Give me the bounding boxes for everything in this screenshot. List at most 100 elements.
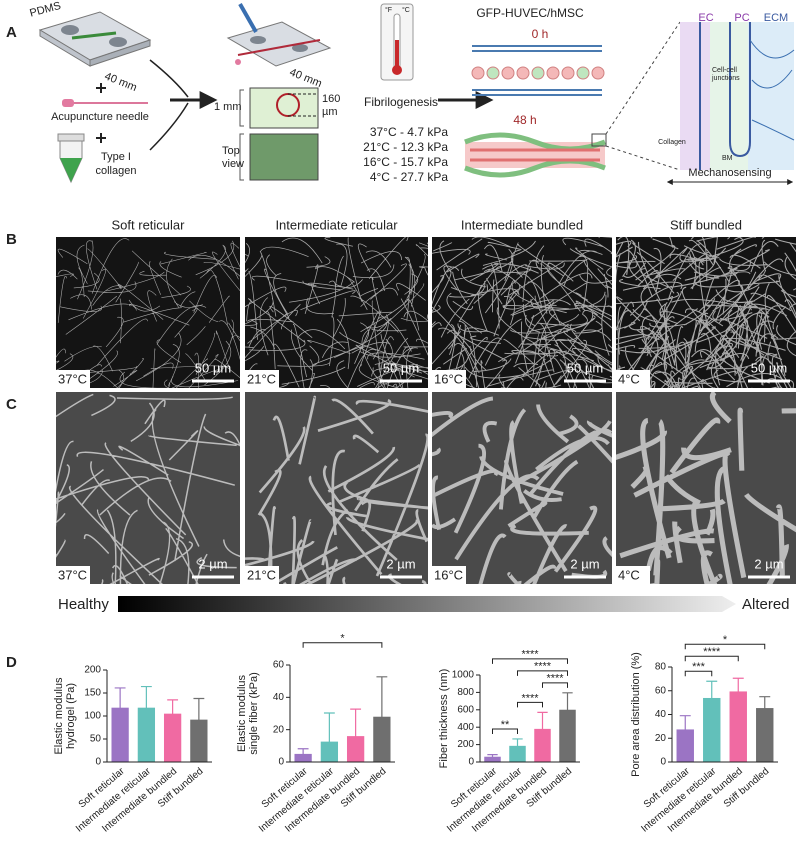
cell [591,66,605,80]
zoom-line [605,21,681,171]
bar [534,728,551,763]
error-bar [193,697,205,721]
panel-label: B [6,231,17,248]
label: Type I [101,151,131,163]
significance-label: * [340,633,345,645]
error-bar [140,685,152,709]
y-tick-label: 0 [95,757,101,768]
bar [676,729,694,763]
significance-label: **** [534,661,552,673]
micrograph: 16°C 2 µm [432,392,612,584]
temperature-box [616,370,650,388]
bar [559,709,576,763]
y-axis-label: hydrogel (Pa) [65,683,77,749]
y-tick-label: 800 [457,687,474,698]
error-bar [487,754,498,758]
y-tick-label: 60 [655,685,667,696]
chip-with-pipette [226,3,332,67]
bar [190,719,208,763]
label: 40 mm [288,66,324,90]
significance-bracket [684,655,739,662]
micrograph: 4°C 2 µm [616,392,796,584]
error-bar [376,676,388,718]
y-tick-label: 50 [90,734,102,745]
scale-label: 50 µm [751,360,787,375]
tissue [464,132,607,178]
gradient-arrow [118,596,736,612]
panel-label: C [6,396,17,413]
bar [373,716,391,763]
fibers [245,395,428,584]
error-bar [350,708,362,737]
bar [163,713,182,763]
y-tick-label: 1000 [452,670,475,681]
temperature-label: 37°C [58,567,87,582]
gradient-start: Healthy [58,596,109,613]
temperature-box [432,566,466,584]
gradient-end: Altered [742,596,790,613]
needle [62,99,148,107]
y-tick-label: 200 [457,739,474,750]
error-bar [537,711,548,730]
condition: 21°C - 12.3 kPa [363,140,448,154]
condition-title: Stiff bundled [670,217,742,232]
temperature-box [56,370,90,388]
error-bar [562,692,573,711]
cell [576,66,590,80]
y-tick-label: 400 [457,722,474,733]
scale-label: 50 µm [383,360,419,375]
label: 160 [322,93,340,105]
cell [501,66,515,80]
bracket [239,89,244,181]
temperature-label: 21°C [247,371,276,386]
fibers [432,237,612,388]
label: Mechanosensing [688,167,771,179]
y-tick-label: 0 [660,757,666,768]
top-view-image [249,133,319,181]
y-tick-label: 200 [84,665,101,676]
significance-bracket [492,658,568,664]
error-bar [759,696,771,709]
temperature-box [56,566,90,584]
label: PC [734,12,749,24]
micrograph: 37°C 50 µm [56,237,240,388]
error-bar [732,677,744,692]
cell [546,66,560,80]
significance-label: * [723,634,728,646]
collagen-tube [57,133,85,184]
label: junctions [711,75,740,82]
bar [509,745,526,763]
cell-layer [471,45,605,96]
scale-label: 2 µm [570,556,599,571]
y-tick-label: 20 [273,724,285,735]
error-bar [114,687,126,709]
y-tick-label: 40 [273,692,285,703]
temperature-box [245,370,279,388]
bar [346,736,365,763]
label: °F [385,6,392,14]
mechanosensing-diagram [680,22,795,170]
label: BM [722,155,733,162]
temperature-box [432,370,466,388]
condition-title: Intermediate bundled [461,217,583,232]
significance-label: ** [501,719,510,731]
y-axis-label: Pore area distribution (%) [630,652,642,777]
panel-label: A [6,24,17,41]
cross-section [249,87,319,129]
label: GFP-HUVEC/hMSC [476,6,584,20]
arrow [149,59,189,151]
significance-bracket [684,643,766,650]
label: EC [698,12,713,24]
scale-label: 2 µm [198,556,227,571]
y-tick-label: 150 [84,688,101,699]
plus-sign [96,83,106,143]
micrograph: 37°C 2 µm [56,392,240,584]
label: view [222,158,244,170]
scale-label: 50 µm [567,360,603,375]
fibers [616,237,796,388]
cell [516,66,530,80]
significance-bracket [542,682,568,688]
significance-bracket [517,701,543,708]
bar [137,707,156,763]
label: µm [322,106,338,118]
